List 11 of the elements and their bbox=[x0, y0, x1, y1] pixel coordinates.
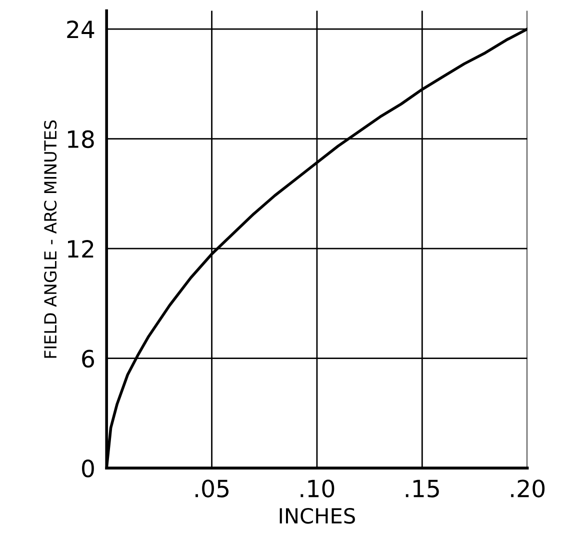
y-tick-label: 0 bbox=[82, 460, 94, 478]
x-tick-label: .20 bbox=[511, 480, 545, 498]
x-tick-label: .15 bbox=[406, 480, 439, 498]
y-tick-label: 6 bbox=[82, 350, 94, 368]
x-tick-label: .10 bbox=[300, 480, 334, 498]
y-tick-label: 18 bbox=[68, 130, 94, 148]
y-tick-label: 12 bbox=[68, 240, 94, 258]
y-tick-label: 24 bbox=[67, 20, 94, 38]
x-tick-label: .05 bbox=[196, 480, 228, 498]
x-axis-title: INCHES bbox=[280, 508, 355, 524]
y-axis-title: FIELD ANGLE - ARC MINUTES bbox=[44, 120, 57, 358]
